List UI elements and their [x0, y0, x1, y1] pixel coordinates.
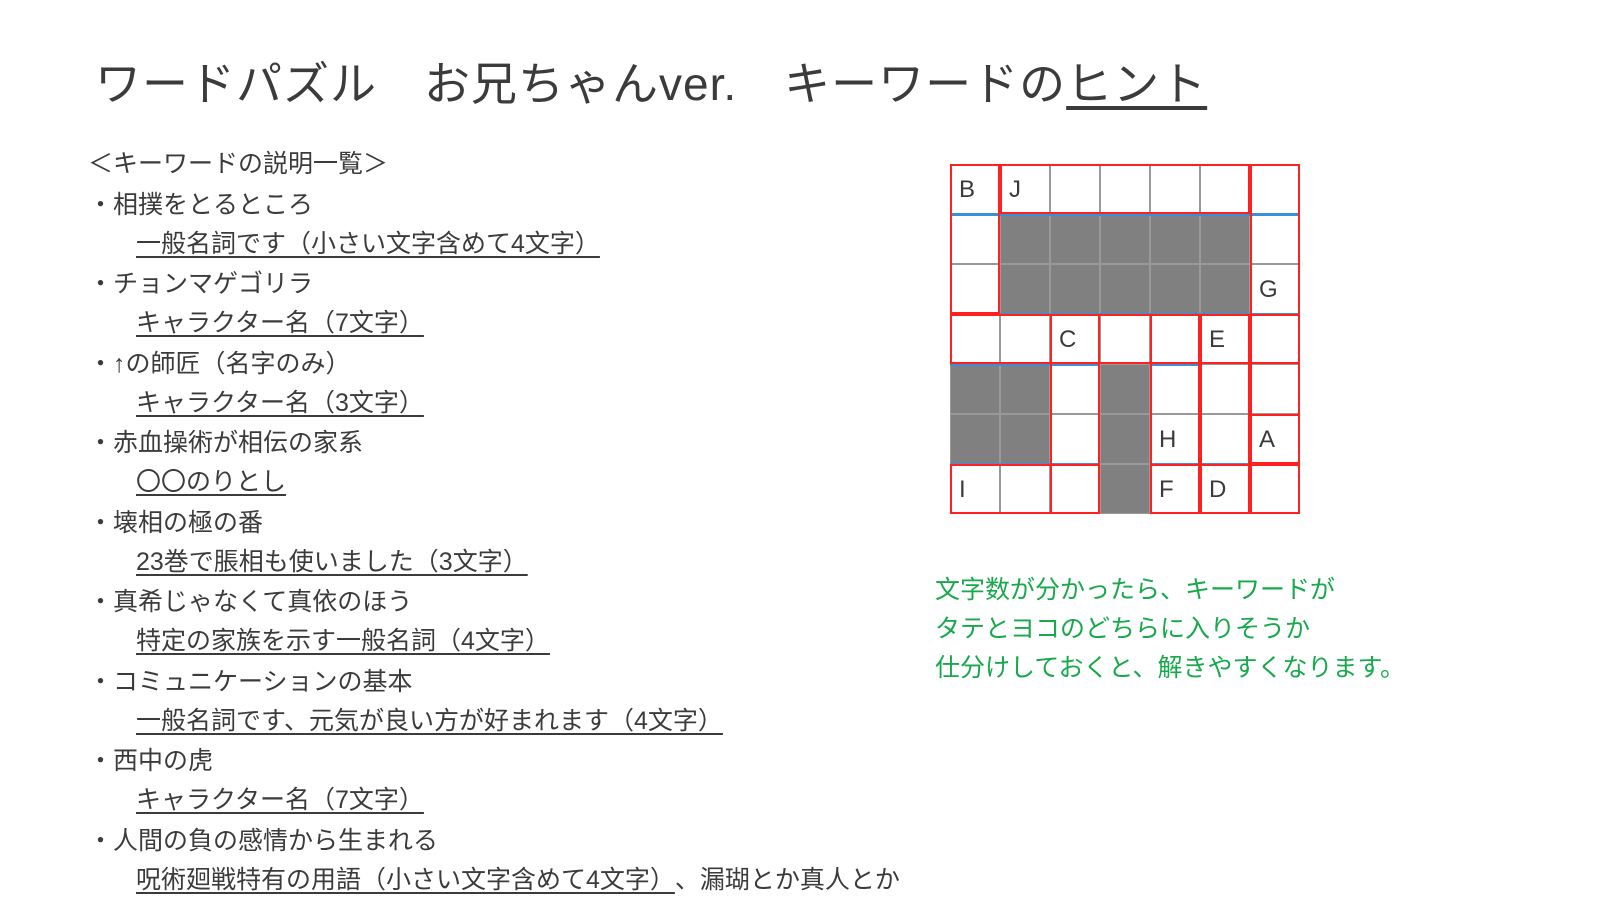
tip-line: 仕分けしておくと、解きやすくなります。	[935, 649, 1405, 688]
grid-cell-label: J	[1000, 164, 1050, 214]
grid-cell	[1100, 314, 1150, 364]
grid-cell-label: I	[950, 464, 1000, 514]
title-main: ワードパズル お兄ちゃんver. キーワードの	[95, 58, 1066, 110]
clue-text: ・西中の虎	[88, 742, 908, 781]
grid-cell-label: H	[1150, 414, 1200, 464]
grid-cell	[950, 214, 1000, 264]
grid-cell-label: D	[1200, 464, 1250, 514]
page-title: ワードパズル お兄ちゃんver. キーワードのヒント	[95, 48, 1207, 114]
grid-cell	[950, 314, 1000, 364]
grid-block	[1150, 264, 1200, 314]
clue-hint: 呪術廻戦特有の用語（小さい文字含めて4文字）	[136, 861, 675, 900]
grid-cell	[1250, 164, 1300, 214]
clue-hint: 特定の家族を示す一般名詞（4文字）	[136, 622, 908, 661]
grid-block	[1100, 414, 1150, 464]
grid-block	[950, 414, 1000, 464]
grid-block	[1000, 364, 1050, 414]
clue-text: ・相撲をとるところ	[88, 186, 908, 225]
tip-line: タテとヨコのどちらに入りそうか	[935, 610, 1405, 649]
grid-cell	[1250, 314, 1300, 364]
grid-cell	[1050, 364, 1100, 414]
clue-text: ・人間の負の感情から生まれる	[88, 822, 908, 861]
grid-block	[1150, 214, 1200, 264]
clue-text: ・壊相の極の番	[88, 504, 908, 543]
grid-cell	[1200, 164, 1250, 214]
grid-cell	[1250, 464, 1300, 514]
clue-heading: ＜キーワードの説明一覧＞	[88, 145, 908, 184]
grid-cell	[1000, 314, 1050, 364]
title-hint-underline: ヒント	[1066, 58, 1207, 110]
tip-line: 文字数が分かったら、キーワードが	[935, 571, 1405, 610]
grid-cell-label: C	[1050, 314, 1100, 364]
grid-cell	[1200, 414, 1250, 464]
clue-text: ・チョンマゲゴリラ	[88, 265, 908, 304]
clue-hint: キャラクター名（3文字）	[136, 384, 908, 423]
grid-cell-label: E	[1200, 314, 1250, 364]
crossword-grid: BJ G C EHA I FD	[950, 164, 1300, 514]
clue-text: ・真希じゃなくて真依のほう	[88, 583, 908, 622]
grid-cell	[1150, 364, 1200, 414]
clue-text: ・コミュニケーションの基本	[88, 663, 908, 702]
grid-block	[1050, 214, 1100, 264]
grid-cell	[1200, 364, 1250, 414]
clue-hint: 23巻で脹相も使いました（3文字）	[136, 543, 908, 582]
grid-cell	[1050, 164, 1100, 214]
grid-cell-label: A	[1250, 414, 1300, 464]
grid-block	[1100, 214, 1150, 264]
grid-cell	[1250, 364, 1300, 414]
grid-block	[1000, 414, 1050, 464]
clue-hint: 一般名詞です（小さい文字含めて4文字）	[136, 225, 908, 264]
grid-cell	[1050, 464, 1100, 514]
grid-cell	[950, 264, 1000, 314]
grid-cell	[1000, 464, 1050, 514]
grid-block	[1050, 264, 1100, 314]
grid-cell	[1100, 164, 1150, 214]
grid-block	[1200, 264, 1250, 314]
grid-block	[1100, 364, 1150, 414]
grid-cell-label: F	[1150, 464, 1200, 514]
clue-hint: キャラクター名（7文字）	[136, 781, 908, 820]
grid-block	[1100, 464, 1150, 514]
grid-cell	[1150, 314, 1200, 364]
clue-hint-extra: 、漏瑚とか真人とか	[675, 866, 900, 894]
grid-cell	[1050, 414, 1100, 464]
clue-list: ＜キーワードの説明一覧＞ ・相撲をとるところ 一般名詞です（小さい文字含めて4文…	[88, 145, 908, 900]
clue-text: ・赤血操術が相伝の家系	[88, 424, 908, 463]
solving-tip: 文字数が分かったら、キーワードが タテとヨコのどちらに入りそうか 仕分けしておく…	[935, 571, 1405, 687]
grid-block	[1000, 264, 1050, 314]
grid-cell-label: G	[1250, 264, 1300, 314]
clue-text: ・↑の師匠（名字のみ）	[88, 345, 908, 384]
clue-hint: 〇〇のりとし	[136, 463, 908, 502]
grid-block	[1000, 214, 1050, 264]
grid-cell	[1250, 214, 1300, 264]
clue-hint: 一般名詞です、元気が良い方が好まれます（4文字）	[136, 702, 908, 741]
grid-block	[1100, 264, 1150, 314]
grid-cell-label: B	[950, 164, 1000, 214]
clue-hint: キャラクター名（7文字）	[136, 304, 908, 343]
grid-cell	[1150, 164, 1200, 214]
grid-block	[950, 364, 1000, 414]
grid-block	[1200, 214, 1250, 264]
